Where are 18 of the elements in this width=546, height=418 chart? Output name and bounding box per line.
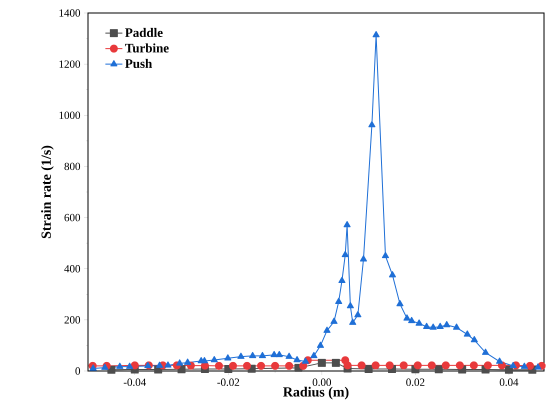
y-tick-label: 1000 xyxy=(60,112,80,119)
legend-label: Paddle xyxy=(125,28,163,38)
y-tick-label: 0 xyxy=(75,367,80,375)
y-tick-label: 1400 xyxy=(60,9,80,17)
y-tick-label: 200 xyxy=(64,316,80,324)
x-tick-label: 0.02 xyxy=(406,378,424,386)
x-tick-label: 0.04 xyxy=(500,378,518,386)
y-tick-label: 400 xyxy=(64,265,80,272)
y-tick-label: 600 xyxy=(64,214,80,222)
legend-label: Push xyxy=(125,58,152,68)
x-tick-label: -0.04 xyxy=(124,378,146,386)
y-tick-label: 1200 xyxy=(60,60,80,68)
x-axis-title: Radius (m) xyxy=(283,386,349,400)
x-tick-label: -0.02 xyxy=(217,378,240,386)
x-tick-label: 0.00 xyxy=(312,378,332,386)
legend-label: Turbine xyxy=(125,43,169,53)
y-axis-title: Strain rate (1/s) xyxy=(41,146,54,238)
y-tick-label: 800 xyxy=(64,162,80,170)
